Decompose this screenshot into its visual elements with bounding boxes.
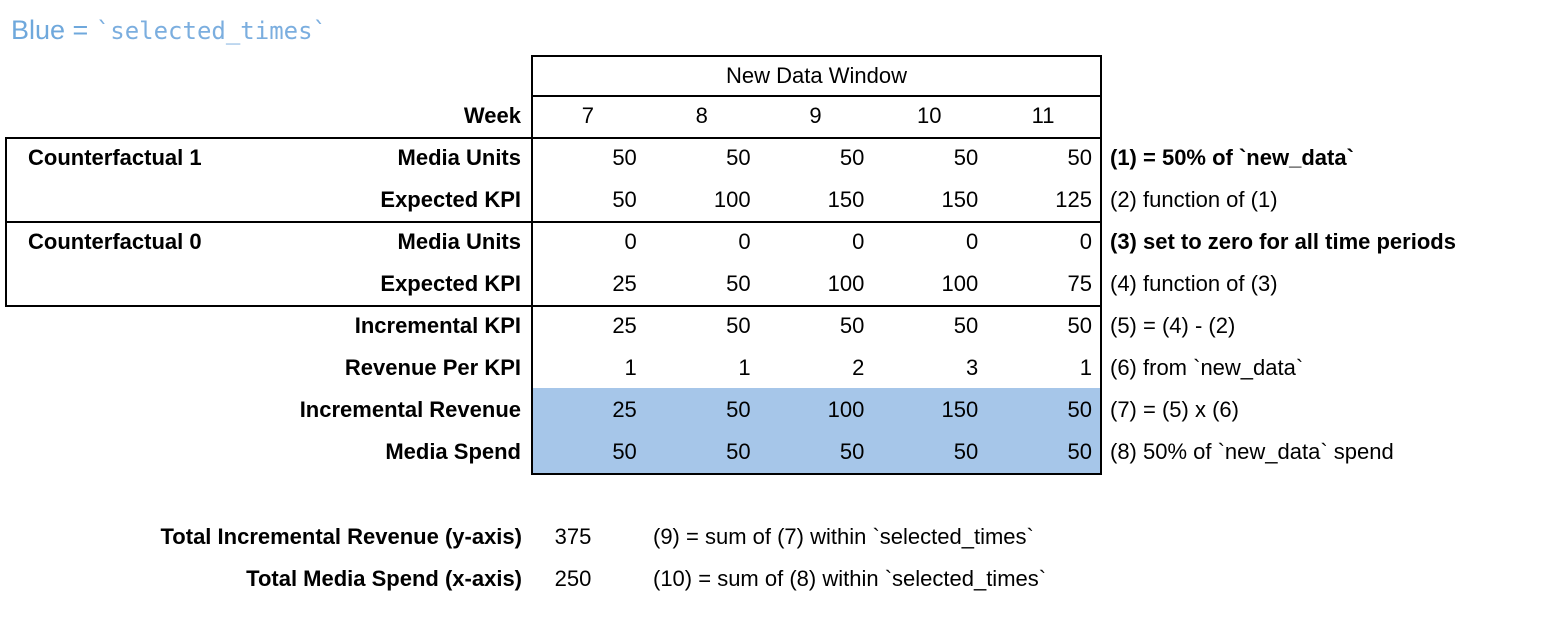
caption-prefix: Blue =	[11, 15, 96, 45]
week-label: Week	[463, 103, 521, 128]
cell-value: 50	[1067, 145, 1092, 170]
cell-value: 25	[612, 313, 637, 338]
table-row-media-spend: Media Spend 50 50 50 50 50 (8) 50% of `n…	[0, 431, 1544, 473]
row-label: Expected KPI	[380, 187, 521, 212]
cell-value: 150	[827, 187, 865, 212]
row-note: (4) function of (3)	[1110, 271, 1278, 296]
cell-value: 1	[1079, 355, 1092, 380]
table-border	[531, 473, 1102, 475]
cell-value: 50	[726, 439, 751, 464]
table-border	[531, 55, 533, 475]
row-note: (2) function of (1)	[1110, 187, 1278, 212]
cell-value: 50	[953, 145, 979, 170]
cell-value: 1	[624, 355, 637, 380]
cell-value: 50	[839, 313, 865, 338]
row-note: (7) = (5) x (6)	[1110, 397, 1239, 422]
cell-value: 150	[941, 187, 979, 212]
table-border	[5, 137, 7, 307]
row-label: Media Units	[397, 229, 521, 254]
cell-value: 50	[726, 397, 751, 422]
cell-value: 50	[726, 145, 751, 170]
week-value: 7	[581, 103, 595, 128]
cell-value: 50	[839, 145, 865, 170]
cell-value: 50	[726, 313, 751, 338]
table-border	[531, 95, 1102, 97]
cell-value: 100	[827, 271, 865, 296]
total-label: Total Media Spend (x-axis)	[246, 566, 522, 591]
table-row-expected-kpi-cf1: Expected KPI 50 100 150 150 125 (2) func…	[0, 179, 1544, 221]
total-value: 375	[554, 524, 592, 549]
row-note: (1) = 50% of `new_data`	[1110, 145, 1354, 170]
table-border	[531, 55, 1102, 57]
cell-value: 150	[941, 397, 979, 422]
cell-value: 25	[612, 271, 637, 296]
row-label: Media Units	[397, 145, 521, 170]
table-border	[1100, 55, 1102, 475]
total-note: (9) = sum of (7) within `selected_times`	[653, 524, 1034, 549]
row-label: Incremental KPI	[354, 313, 521, 338]
row-note: (8) 50% of `new_data` spend	[1110, 439, 1394, 464]
cell-value: 100	[713, 187, 751, 212]
cell-value: 100	[827, 397, 865, 422]
cell-value: 25	[612, 397, 637, 422]
cell-value: 50	[1067, 397, 1092, 422]
cell-value: 0	[965, 229, 979, 254]
row-note: (5) = (4) - (2)	[1110, 313, 1236, 338]
cell-value: 0	[738, 229, 751, 254]
total-incremental-revenue-row: Total Incremental Revenue (y-axis) 375 (…	[0, 516, 1544, 558]
cell-value: 50	[612, 439, 637, 464]
cell-value: 125	[1055, 187, 1092, 212]
cell-value: 50	[1067, 313, 1092, 338]
total-note: (10) = sum of (8) within `selected_times…	[653, 566, 1047, 591]
cell-value: 0	[624, 229, 637, 254]
table-border	[5, 221, 1102, 223]
row-label: Expected KPI	[380, 271, 521, 296]
table-border	[5, 137, 1102, 139]
row-note: (3) set to zero for all time periods	[1110, 229, 1456, 254]
selected-times-highlight	[533, 388, 1100, 473]
group-label-counterfactual-0: Counterfactual 0	[28, 229, 202, 254]
cell-value: 50	[953, 439, 979, 464]
table-row-revenue-per-kpi: Revenue Per KPI 1 1 2 3 1 (6) from `new_…	[0, 347, 1544, 389]
table-header: New Data Window	[726, 63, 907, 88]
week-value: 8	[695, 103, 708, 128]
cell-value: 1	[738, 355, 751, 380]
cell-value: 2	[852, 355, 865, 380]
row-label: Media Spend	[385, 439, 521, 464]
table-row-incremental-revenue: Incremental Revenue 25 50 100 150 50 (7)…	[0, 389, 1544, 431]
cell-value: 50	[1067, 439, 1092, 464]
cell-value: 50	[612, 145, 637, 170]
table-border	[5, 305, 1102, 307]
week-value: 10	[917, 103, 942, 128]
cell-value: 0	[1079, 229, 1092, 254]
cell-value: 50	[839, 439, 865, 464]
week-value: 9	[809, 103, 822, 128]
table-row-incremental-kpi: Incremental KPI 25 50 50 50 50 (5) = (4)…	[0, 305, 1544, 347]
week-row: Week 7 8 9 10 11	[0, 95, 1544, 137]
row-label: Incremental Revenue	[299, 397, 521, 422]
cell-value: 100	[941, 271, 979, 296]
table-row-expected-kpi-cf0: Expected KPI 25 50 100 100 75 (4) functi…	[0, 263, 1544, 305]
cell-value: 50	[726, 271, 751, 296]
group-label-counterfactual-1: Counterfactual 1	[28, 145, 202, 170]
table-row-media-units-cf0: Counterfactual 0 Media Units 0 0 0 0 0 (3…	[0, 221, 1544, 263]
total-label: Total Incremental Revenue (y-axis)	[160, 524, 523, 549]
cell-value: 50	[612, 187, 637, 212]
cell-value: 50	[953, 313, 979, 338]
row-note: (6) from `new_data`	[1110, 355, 1304, 380]
caption: Blue = `selected_times`	[11, 14, 327, 47]
row-label: Revenue Per KPI	[344, 355, 521, 380]
caption-code: `selected_times`	[95, 17, 327, 45]
total-media-spend-row: Total Media Spend (x-axis) 250 (10) = su…	[0, 558, 1544, 600]
cell-value: 75	[1067, 271, 1092, 296]
cell-value: 3	[965, 355, 979, 380]
cell-value: 0	[852, 229, 865, 254]
week-value: 11	[1031, 103, 1055, 128]
table-row-media-units-cf1: Counterfactual 1 Media Units 50 50 50 50 …	[0, 137, 1544, 179]
total-value: 250	[554, 566, 592, 591]
